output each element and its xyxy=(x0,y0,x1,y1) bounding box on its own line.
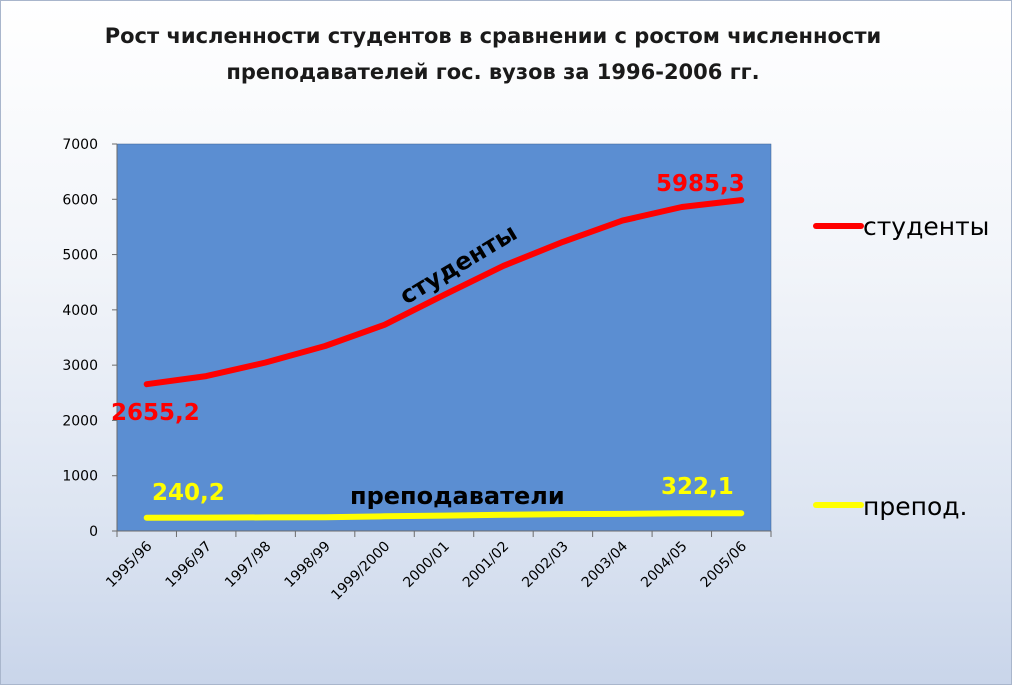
data-point-teachers xyxy=(383,515,386,518)
data-point-students xyxy=(205,375,208,378)
chart-title-line-1: Рост численности студентов в сравнении с… xyxy=(105,24,882,48)
data-point-students xyxy=(324,344,327,347)
x-tick-label: 2005/06 xyxy=(698,538,751,591)
x-tick-label: 2003/04 xyxy=(579,538,632,591)
data-point-teachers xyxy=(561,513,564,516)
data-point-students xyxy=(680,206,683,209)
x-tick-label: 1995/96 xyxy=(103,538,156,591)
y-tick-label: 5000 xyxy=(62,248,98,264)
data-point-students xyxy=(145,383,148,386)
series-label-teachers: преподаватели xyxy=(350,482,565,510)
chart-title-line-2: преподавателей гос. вузов за 1996-2006 г… xyxy=(226,60,759,84)
y-axis-ticks: 0 1000 2000 3000 4000 5000 6000 7000 xyxy=(62,137,117,540)
y-tick-label: 3000 xyxy=(62,358,98,374)
legend: студенты препод. xyxy=(813,212,989,521)
x-tick-label: 1997/98 xyxy=(222,539,274,591)
data-point-teachers xyxy=(443,514,445,517)
y-tick-label: 1000 xyxy=(62,469,98,485)
data-point-teachers xyxy=(680,512,683,515)
x-tick-label: 2002/03 xyxy=(519,539,571,591)
data-point-students xyxy=(561,240,564,243)
x-tick-label: 1998/99 xyxy=(281,539,333,591)
x-tick-label: 1999/2000 xyxy=(328,539,393,604)
data-label-teachers-start: 240,2 xyxy=(152,480,225,506)
series-lines xyxy=(143,197,745,521)
data-point-teachers xyxy=(324,516,327,519)
data-point-students xyxy=(740,199,743,202)
y-tick-label: 2000 xyxy=(62,413,98,429)
x-tick-label: 2004/05 xyxy=(638,539,690,591)
data-point-students xyxy=(502,264,505,267)
y-tick-label: 0 xyxy=(89,524,98,540)
data-point-students xyxy=(443,293,445,296)
data-point-teachers xyxy=(621,512,624,515)
data-point-students xyxy=(264,361,267,364)
data-label-students-start: 2655,2 xyxy=(111,400,200,426)
y-tick-label: 4000 xyxy=(62,303,98,319)
x-tick-label: 2001/02 xyxy=(460,539,512,591)
legend-label-students: студенты xyxy=(863,212,989,241)
legend-label-teachers: препод. xyxy=(863,492,967,521)
x-tick-label: 2000/01 xyxy=(400,539,452,591)
data-point-teachers xyxy=(740,512,743,515)
data-point-teachers xyxy=(264,516,267,519)
data-point-teachers xyxy=(502,513,505,516)
data-point-teachers xyxy=(145,516,148,519)
y-tick-label: 6000 xyxy=(62,192,98,208)
y-tick-label: 7000 xyxy=(62,137,98,153)
data-label-teachers-end: 322,1 xyxy=(661,474,734,500)
data-point-students xyxy=(383,323,386,326)
data-point-teachers xyxy=(205,516,208,519)
x-tick-label: 1996/97 xyxy=(163,539,215,591)
plot-area xyxy=(116,143,772,532)
data-point-students xyxy=(621,219,624,222)
data-label-students-end: 5985,3 xyxy=(656,171,745,197)
